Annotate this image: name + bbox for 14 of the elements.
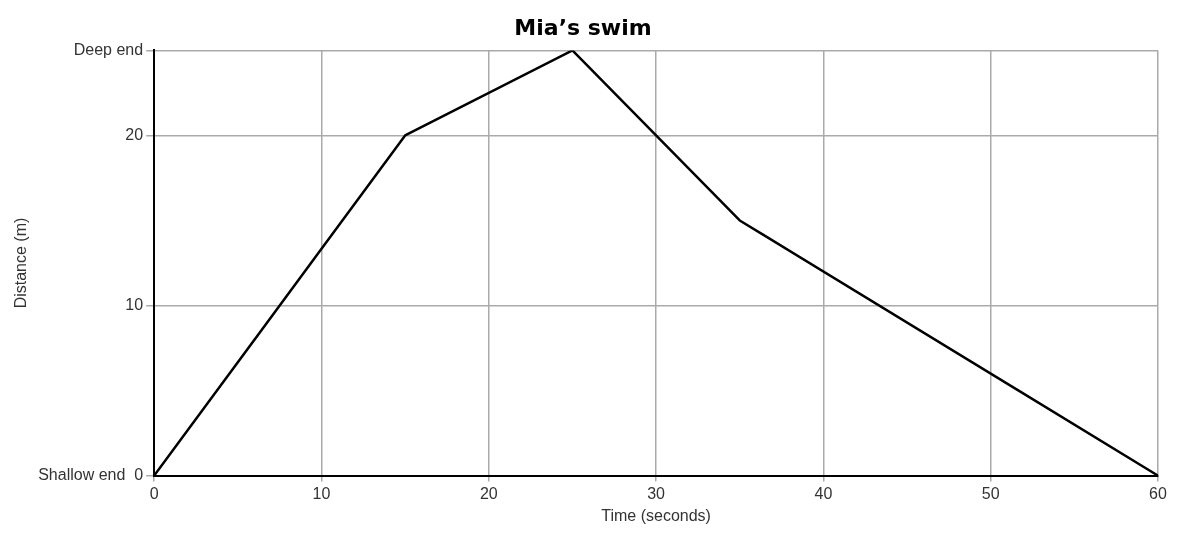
x-tick-label: 40: [814, 484, 833, 502]
y-tick-label: Shallow end 0: [38, 466, 144, 484]
x-tick-label: 0: [149, 484, 159, 502]
y-tick-label: 20: [125, 125, 144, 143]
x-tick-label: 30: [647, 484, 666, 502]
x-tick-label: 20: [479, 484, 498, 502]
chart-title: Mia’s swim: [514, 14, 652, 40]
y-tick-label: Deep end: [73, 40, 144, 58]
y-axis-title: Distance (m): [12, 217, 30, 309]
x-axis-title: Time (seconds): [601, 506, 711, 524]
x-tick-label: 50: [981, 484, 1000, 502]
y-tick-label: 10: [125, 295, 144, 313]
x-tick-label: 60: [1149, 484, 1167, 502]
x-tick-label: 10: [312, 484, 331, 502]
